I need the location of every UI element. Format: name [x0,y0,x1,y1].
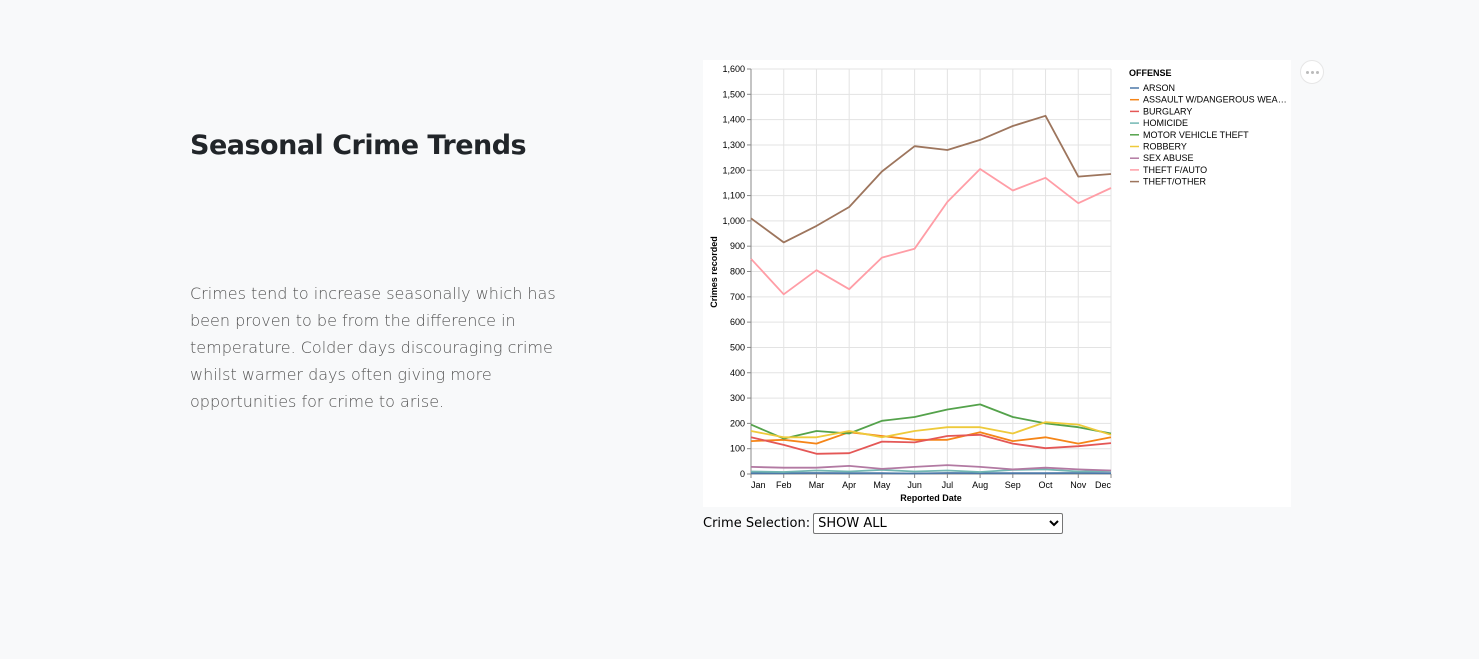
legend-entry[interactable]: ASSAULT W/DANGEROUS WEA… [1143,95,1287,105]
y-tick-label: 200 [730,418,745,428]
x-tick-label: Apr [842,480,856,490]
chart-lines [750,114,1112,475]
x-tick-label: Aug [972,480,988,490]
crime-selection-label: Crime Selection: [703,516,811,531]
legend-entry[interactable]: BURGLARY [1143,106,1192,116]
y-tick-label: 1,100 [722,191,745,201]
y-tick-label: 400 [730,368,745,378]
y-tick-label: 100 [730,444,745,454]
y-tick-label: 1,200 [722,165,745,175]
legend-entry[interactable]: THEFT/OTHER [1143,177,1206,187]
x-tick-label: Sep [1005,480,1021,490]
x-tick-label: Feb [776,480,792,490]
y-tick-label: 800 [730,267,745,277]
y-tick-label: 500 [730,342,745,352]
legend-entry[interactable]: MOTOR VEHICLE THEFT [1143,130,1249,140]
legend-entry[interactable]: SEX ABUSE [1143,153,1194,163]
ellipsis-icon [1305,70,1320,74]
series-line-homicide [750,468,1112,473]
y-axis: 0 100 200 300 400 500 600 700 800 900 1,000 1,100 1,… [722,64,752,479]
y-tick-label: 1,000 [722,216,745,226]
series-line-burglary [750,433,1112,455]
series-line-sex-abuse [750,464,1112,472]
series-line-robbery [750,421,1112,439]
x-tick-label: Jul [942,480,954,490]
y-tick-label: 1,500 [722,89,745,99]
series-line-motor-vehicle-theft [750,403,1112,440]
legend-entry[interactable]: ARSON [1143,83,1175,93]
crime-selection-select[interactable]: SHOW ALL [813,513,1064,534]
legend-entry[interactable]: THEFT F/AUTO [1143,165,1207,175]
crime-line-chart: 0 100 200 300 400 500 600 700 800 900 1,000 1,100 1,… [709,64,1287,503]
y-tick-label: 1,600 [722,64,745,74]
series-line-arson [751,472,1112,475]
y-tick-label: 900 [730,241,745,251]
legend-entry[interactable]: HOMICIDE [1143,118,1188,128]
legend-title: OFFENSE [1129,68,1172,78]
crime-selection: Crime Selection: SHOW ALL [703,513,1064,534]
chart-card: 0 100 200 300 400 500 600 700 800 900 1,000 1,100 1,… [703,60,1291,507]
series-line-theft-f-auto [750,168,1112,296]
x-tick-label: Mar [809,480,825,490]
series-line-theft-other [750,114,1112,244]
legend-entry[interactable]: ROBBERY [1143,142,1187,152]
x-axis-title: Reported Date [900,493,962,503]
x-tick-label: May [873,480,891,490]
y-tick-label: 300 [730,393,745,403]
page-title: Seasonal Crime Trends [190,130,527,161]
x-tick-label: Jan [751,480,766,490]
x-tick-label: Oct [1039,480,1054,490]
y-tick-label: 600 [730,317,745,327]
x-tick-label: Nov [1070,480,1087,490]
chart-legend: OFFENSE ARSON ASSAULT W/DANGEROUS WEA…BUR… [1129,68,1287,187]
y-axis-title: Crimes recorded [709,236,719,308]
y-tick-label: 700 [730,292,745,302]
y-tick-label: 1,400 [722,115,745,125]
x-axis: Jan Feb Mar Apr May Jun Jul Aug Sep Oct Nov Dec [750,473,1112,490]
x-tick-label: Jun [907,480,922,490]
y-tick-label: 0 [740,469,745,479]
y-tick-label: 1,300 [722,140,745,150]
chart-actions-button[interactable] [1300,60,1324,84]
page-description: Crimes tend to increase seasonally which… [190,284,556,411]
x-tick-label: Dec [1095,480,1112,490]
